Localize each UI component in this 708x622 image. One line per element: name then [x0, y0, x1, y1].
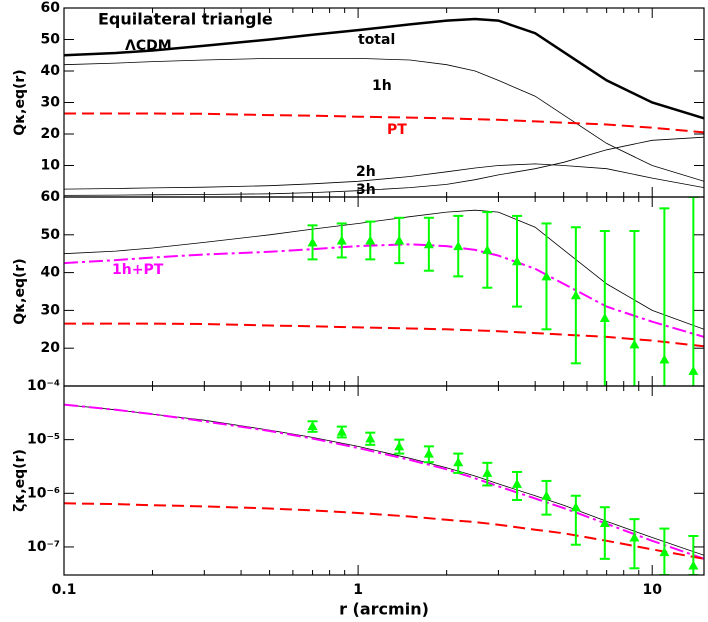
y-tick-label: 60: [41, 0, 61, 16]
point: [365, 433, 376, 443]
point: [482, 467, 493, 477]
line: [64, 403, 704, 560]
y-tick-label: 50: [41, 32, 61, 48]
series-label: 1h+PT: [112, 262, 164, 278]
y-axis-label: Qκ,eq(r): [12, 258, 28, 324]
plot-area: [64, 17, 704, 196]
line: [64, 17, 704, 120]
frame: [63, 385, 705, 576]
y-tick-label: 20: [41, 340, 61, 356]
line: [64, 163, 704, 190]
y-tick-label: 10⁻⁶: [27, 485, 60, 501]
point: [541, 271, 552, 281]
y-tick-label: 10: [41, 158, 61, 174]
point: [570, 502, 581, 512]
plot-area: [64, 403, 704, 575]
series-label: total: [358, 32, 395, 48]
line: [64, 112, 704, 134]
point: [541, 490, 552, 500]
y-tick-label: 30: [41, 302, 61, 318]
annotation: ΛCDM: [125, 38, 172, 54]
x-tick-label: 10: [642, 582, 662, 598]
point: [629, 339, 640, 349]
point: [365, 235, 376, 245]
point: [570, 290, 581, 300]
point: [336, 426, 347, 436]
line: [64, 209, 704, 330]
point: [482, 244, 493, 254]
y-tick-label: 30: [41, 95, 61, 111]
line: [64, 322, 704, 348]
y-tick-label: 10⁻⁵: [27, 432, 60, 448]
point: [423, 448, 434, 458]
y-tick-label: 10⁻⁷: [27, 539, 60, 555]
plot-area: [64, 197, 704, 386]
series-label: PT: [387, 122, 407, 138]
y-tick-label: 10⁻⁴: [27, 378, 60, 394]
point: [659, 547, 670, 557]
line: [64, 404, 704, 556]
series-label: 3h: [356, 182, 376, 198]
annotation: Equilateral triangle: [98, 10, 273, 29]
point: [512, 478, 523, 488]
y-tick-label: 60: [41, 189, 61, 205]
point: [629, 532, 640, 542]
point: [512, 256, 523, 266]
point: [688, 560, 699, 570]
point: [453, 241, 464, 251]
point: [307, 420, 318, 430]
y-tick-label: 40: [41, 63, 61, 79]
point: [599, 517, 610, 527]
point: [688, 365, 699, 375]
point: [394, 235, 405, 245]
point: [453, 457, 464, 467]
y-tick-label: 20: [41, 126, 61, 142]
point: [307, 237, 318, 247]
frame: [63, 196, 705, 387]
y-axis-label: ζκ,eq(r): [12, 449, 28, 512]
y-tick-label: 50: [41, 227, 61, 243]
y-axis-label: Qκ,eq(r): [12, 69, 28, 135]
line: [64, 136, 704, 196]
point: [423, 239, 434, 249]
point: [659, 354, 670, 364]
x-axis-label: r (arcmin): [339, 600, 429, 619]
line: [64, 502, 704, 560]
series-label: 2h: [356, 164, 376, 180]
line: [64, 243, 704, 338]
line: [64, 58, 704, 182]
point: [336, 235, 347, 245]
series-label: 1h: [372, 78, 392, 94]
x-tick-label: 0.1: [52, 582, 77, 598]
point: [599, 312, 610, 322]
point: [394, 441, 405, 451]
x-tick-label: 1: [353, 582, 363, 598]
y-tick-label: 40: [41, 265, 61, 281]
